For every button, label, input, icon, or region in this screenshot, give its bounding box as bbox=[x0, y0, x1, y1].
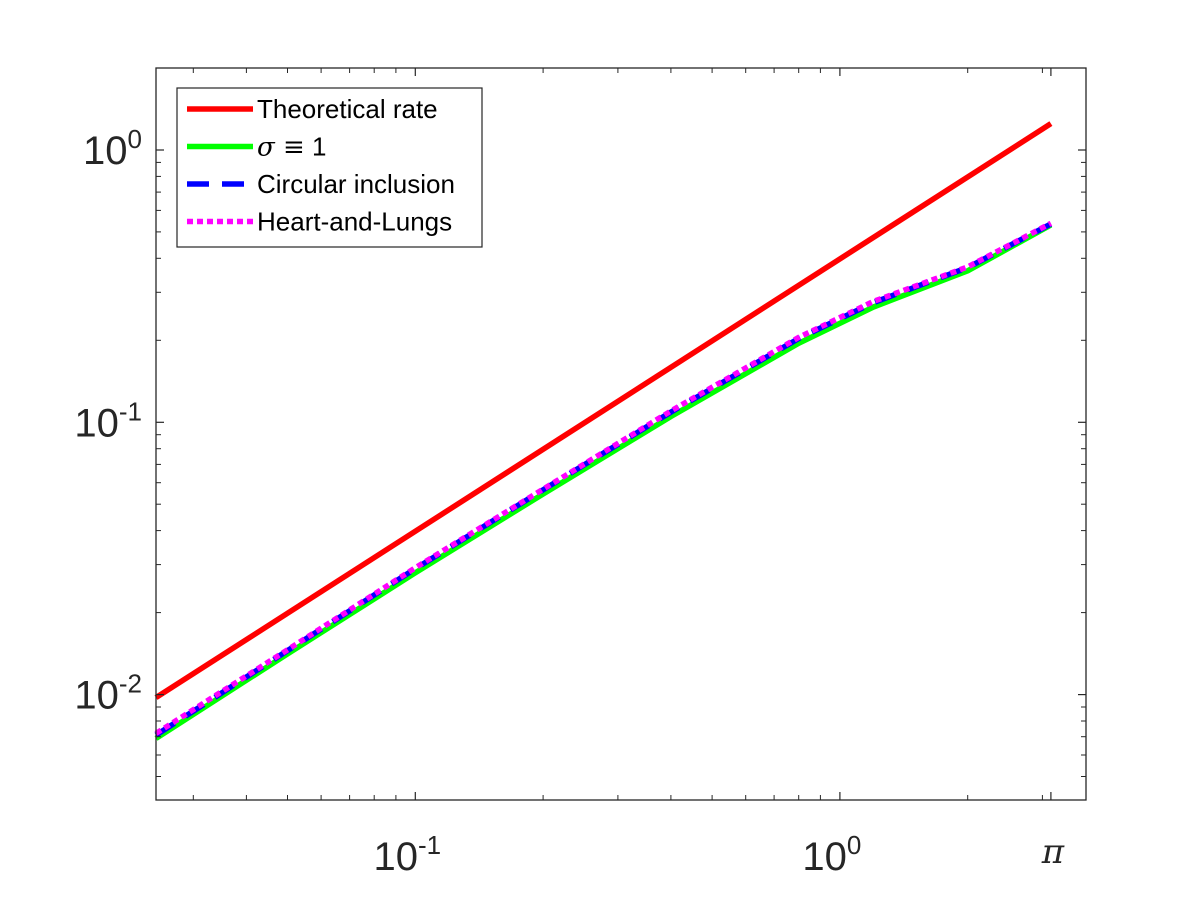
x-tick-label: 100 bbox=[802, 830, 861, 879]
legend-label: Theoretical rate bbox=[257, 94, 438, 124]
axes-box bbox=[155, 67, 1087, 801]
y-tick-label: 100 bbox=[83, 124, 142, 173]
legend-label: Circular inclusion bbox=[257, 169, 455, 199]
series-line-circular-inclusion bbox=[154, 221, 1053, 738]
y-tick-label: 10-2 bbox=[74, 669, 142, 718]
series-line-heart-and-lungs bbox=[154, 220, 1053, 736]
y-tick-label: 10-1 bbox=[74, 396, 142, 445]
legend-label: Heart-and-Lungs bbox=[257, 207, 452, 237]
legend-label: σ ≡ 1 bbox=[257, 132, 327, 163]
tick-layer: 10-1 100 π 10-2 10-1 100 bbox=[74, 68, 1086, 879]
x-tick-label: π bbox=[1041, 832, 1065, 872]
x-tick-label: 10-1 bbox=[373, 830, 441, 879]
series-line-theoretical-rate bbox=[154, 121, 1053, 700]
series-layer bbox=[154, 121, 1053, 741]
series-line-sigma-one bbox=[154, 222, 1053, 741]
legend: Theoretical rate σ ≡ 1 Circular inclusion H… bbox=[176, 87, 483, 248]
